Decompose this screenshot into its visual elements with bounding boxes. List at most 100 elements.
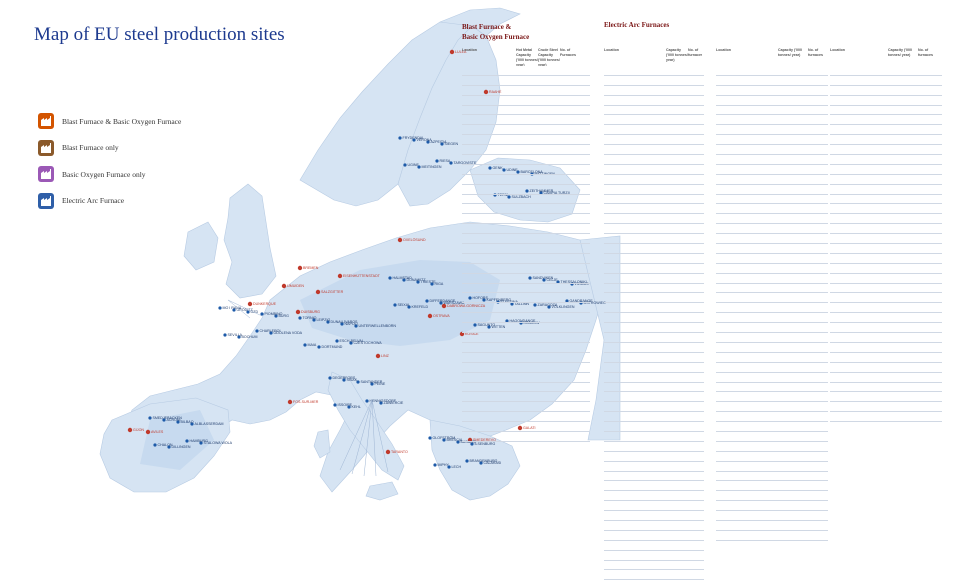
site-marker[interactable] (542, 278, 546, 282)
site-marker[interactable] (127, 427, 133, 433)
site-marker[interactable] (232, 308, 236, 312)
site-marker[interactable] (199, 441, 203, 445)
site-marker[interactable] (148, 416, 152, 420)
site-marker[interactable] (427, 313, 433, 319)
site-marker[interactable] (465, 459, 469, 463)
site-marker[interactable] (430, 282, 434, 286)
table-row (604, 323, 704, 334)
site-marker[interactable] (487, 325, 491, 329)
site-marker[interactable] (398, 136, 402, 140)
site-marker[interactable] (375, 353, 381, 359)
site-marker[interactable] (246, 310, 250, 314)
site-marker[interactable] (349, 341, 353, 345)
site-marker[interactable] (505, 319, 509, 323)
site-marker[interactable] (442, 438, 446, 442)
site-marker[interactable] (416, 280, 420, 284)
site-marker[interactable] (297, 265, 303, 271)
site-marker[interactable] (407, 305, 411, 309)
site-marker[interactable] (269, 331, 273, 335)
site-marker[interactable] (315, 289, 321, 295)
site-marker[interactable] (303, 343, 307, 347)
site-marker[interactable] (255, 329, 259, 333)
site-marker[interactable] (425, 299, 429, 303)
site-marker[interactable] (354, 324, 358, 328)
site-marker[interactable] (356, 380, 360, 384)
site-marker[interactable] (185, 439, 189, 443)
site-marker[interactable] (340, 322, 344, 326)
site-marker[interactable] (326, 320, 330, 324)
site-marker[interactable] (433, 463, 437, 467)
site-marker[interactable] (435, 159, 439, 163)
site-marker[interactable] (565, 299, 569, 303)
site-marker[interactable] (190, 422, 194, 426)
site-marker[interactable] (417, 165, 421, 169)
site-marker[interactable] (447, 465, 451, 469)
site-marker[interactable] (440, 142, 444, 146)
table-cell (688, 185, 702, 194)
site-marker[interactable] (153, 443, 157, 447)
site-marker[interactable] (247, 301, 253, 307)
site-marker[interactable] (342, 378, 346, 382)
site-marker[interactable] (456, 440, 460, 444)
table-cell (830, 175, 888, 184)
site-marker[interactable] (347, 405, 351, 409)
site-marker[interactable] (317, 345, 321, 349)
site-marker[interactable] (333, 403, 337, 407)
site-marker[interactable] (167, 445, 171, 449)
site-marker[interactable] (482, 298, 486, 302)
site-marker[interactable] (439, 301, 443, 305)
site-marker[interactable] (517, 425, 523, 431)
site-marker[interactable] (176, 420, 180, 424)
site-marker[interactable] (449, 161, 453, 165)
site-marker[interactable] (516, 170, 520, 174)
table-cell (808, 234, 826, 243)
site-marker[interactable] (483, 89, 489, 95)
site-marker[interactable] (312, 318, 316, 322)
site-marker[interactable] (402, 278, 406, 282)
site-marker[interactable] (428, 436, 432, 440)
site-marker[interactable] (507, 195, 511, 199)
site-marker[interactable] (274, 314, 278, 318)
site-marker[interactable] (223, 333, 227, 337)
site-marker[interactable] (441, 303, 447, 309)
site-marker[interactable] (525, 189, 529, 193)
site-marker[interactable] (412, 138, 416, 142)
site-marker[interactable] (295, 309, 301, 315)
site-marker[interactable] (335, 339, 339, 343)
table-row (604, 373, 704, 383)
europe-map[interactable]: LULEÅ RAAHE IJMUIDEN DUNKERQUE FOS-SUR-MER TA… (0, 0, 960, 540)
table-row (462, 96, 590, 106)
site-marker[interactable] (502, 168, 506, 172)
site-marker[interactable] (328, 376, 332, 380)
site-marker[interactable] (479, 461, 483, 465)
site-marker[interactable] (218, 306, 222, 310)
site-marker[interactable] (533, 303, 537, 307)
site-marker[interactable] (528, 276, 532, 280)
site-marker[interactable] (388, 276, 392, 280)
site-marker[interactable] (370, 382, 374, 386)
site-marker[interactable] (426, 140, 430, 144)
site-marker[interactable] (298, 316, 302, 320)
site-marker[interactable] (547, 305, 551, 309)
site-marker[interactable] (287, 399, 293, 405)
site-marker[interactable] (468, 296, 472, 300)
site-marker[interactable] (337, 273, 343, 279)
table-cell (604, 402, 666, 411)
site-marker[interactable] (162, 418, 166, 422)
site-marker[interactable] (365, 399, 369, 403)
site-marker[interactable] (393, 303, 397, 307)
site-marker[interactable] (260, 312, 264, 316)
site-label: DORTMUND (322, 345, 343, 349)
site-marker[interactable] (470, 442, 474, 446)
table-cell (778, 86, 808, 95)
site-marker[interactable] (237, 335, 241, 339)
site-marker[interactable] (488, 166, 492, 170)
site-marker[interactable] (145, 429, 151, 435)
site-marker[interactable] (385, 449, 391, 455)
site-marker[interactable] (449, 49, 455, 55)
site-marker[interactable] (403, 163, 407, 167)
site-marker[interactable] (473, 323, 477, 327)
site-marker[interactable] (281, 283, 287, 289)
site-marker[interactable] (379, 401, 383, 405)
site-marker[interactable] (397, 237, 403, 243)
